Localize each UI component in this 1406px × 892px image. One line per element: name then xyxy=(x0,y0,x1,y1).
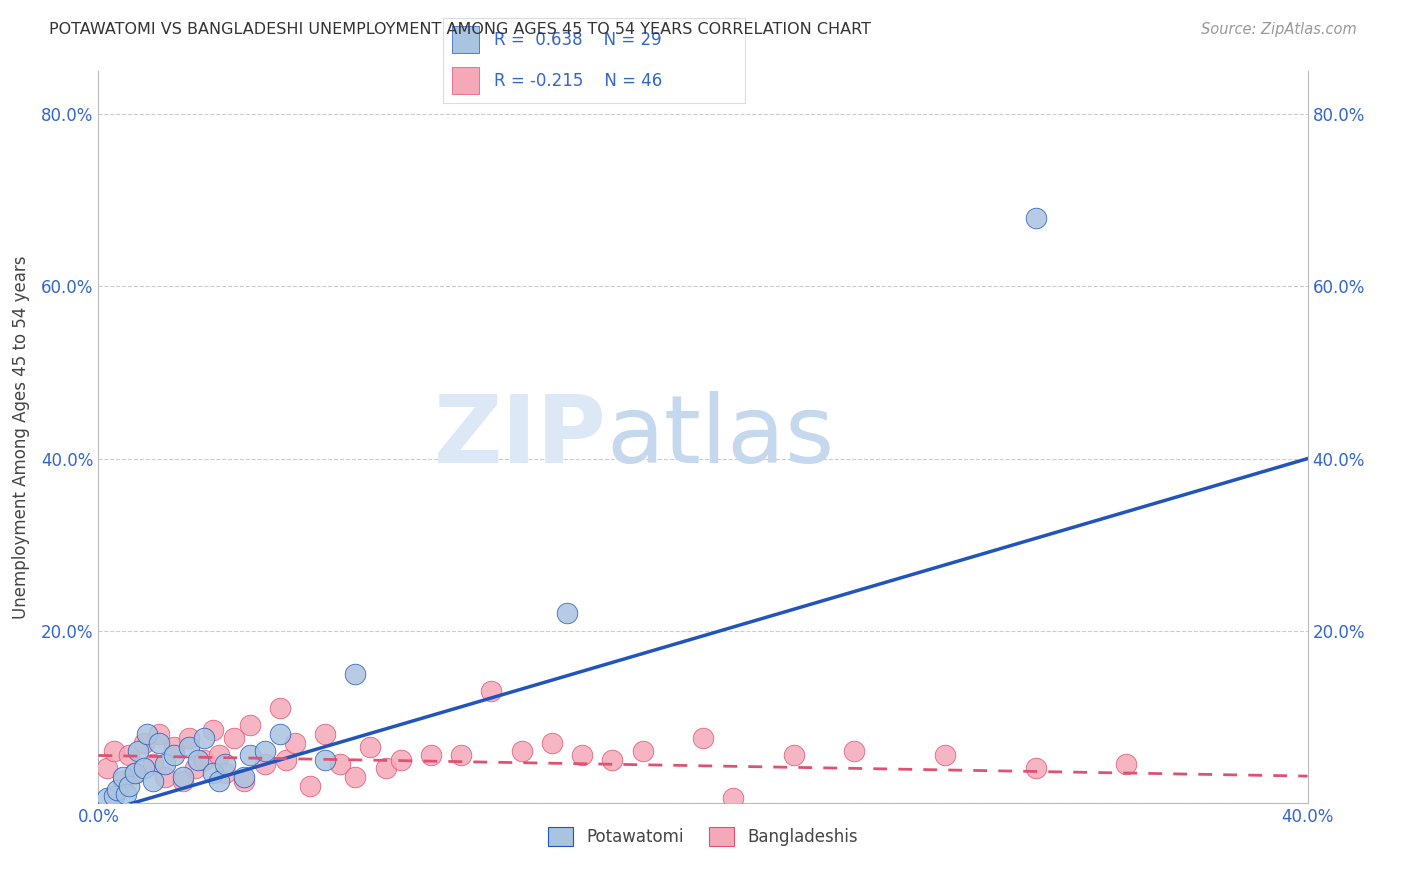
Point xyxy=(103,789,125,803)
Point xyxy=(127,744,149,758)
Text: atlas: atlas xyxy=(606,391,835,483)
Point xyxy=(360,739,382,754)
Point xyxy=(193,753,215,767)
Text: R = -0.215    N = 46: R = -0.215 N = 46 xyxy=(495,71,662,89)
Point xyxy=(135,727,157,741)
Point xyxy=(344,770,367,784)
Point xyxy=(96,791,118,805)
Point xyxy=(389,753,412,767)
Point xyxy=(124,765,146,780)
Point xyxy=(184,761,207,775)
Point xyxy=(510,744,533,758)
Point xyxy=(214,757,236,772)
Point xyxy=(172,774,194,789)
Point xyxy=(153,770,176,784)
Point xyxy=(631,744,654,758)
Point xyxy=(274,753,297,767)
Point xyxy=(344,666,367,681)
Point xyxy=(314,753,336,767)
Point xyxy=(105,783,128,797)
Point xyxy=(132,761,155,775)
Point xyxy=(124,765,146,780)
Point xyxy=(118,748,141,763)
Text: ZIP: ZIP xyxy=(433,391,606,483)
Point xyxy=(148,727,170,741)
Point xyxy=(202,723,225,737)
Point xyxy=(148,735,170,749)
Point xyxy=(208,774,231,789)
Point xyxy=(934,748,956,763)
Point xyxy=(214,765,236,780)
Point xyxy=(723,791,745,805)
Point xyxy=(1115,757,1137,772)
Point xyxy=(1024,211,1046,225)
Point xyxy=(103,744,125,758)
Point xyxy=(187,753,209,767)
Legend: Potawatomi, Bangladeshis: Potawatomi, Bangladeshis xyxy=(541,821,865,853)
Point xyxy=(232,770,254,784)
Point xyxy=(329,757,352,772)
Point xyxy=(111,770,134,784)
Text: Source: ZipAtlas.com: Source: ZipAtlas.com xyxy=(1201,22,1357,37)
Point xyxy=(420,748,443,763)
Point xyxy=(299,779,322,793)
Point xyxy=(540,735,562,749)
Text: POTAWATOMI VS BANGLADESHI UNEMPLOYMENT AMONG AGES 45 TO 54 YEARS CORRELATION CHA: POTAWATOMI VS BANGLADESHI UNEMPLOYMENT A… xyxy=(49,22,872,37)
Point xyxy=(232,774,254,789)
Point xyxy=(269,727,291,741)
Text: R =  0.638    N = 29: R = 0.638 N = 29 xyxy=(495,31,662,49)
Point xyxy=(284,735,307,749)
Point xyxy=(193,731,215,746)
Point xyxy=(571,748,593,763)
Point xyxy=(179,739,201,754)
Point xyxy=(172,770,194,784)
Point xyxy=(253,757,276,772)
Point xyxy=(450,748,472,763)
Point xyxy=(118,779,141,793)
Point xyxy=(602,753,624,767)
Point xyxy=(692,731,714,746)
Point xyxy=(783,748,806,763)
Point xyxy=(239,748,262,763)
Point xyxy=(142,757,165,772)
Point xyxy=(844,744,866,758)
Point xyxy=(208,748,231,763)
Point xyxy=(314,727,336,741)
Point xyxy=(481,684,503,698)
Point xyxy=(202,765,225,780)
Point xyxy=(142,774,165,789)
Point xyxy=(132,735,155,749)
Point xyxy=(269,701,291,715)
Point xyxy=(224,731,246,746)
Y-axis label: Unemployment Among Ages 45 to 54 years: Unemployment Among Ages 45 to 54 years xyxy=(11,255,30,619)
Point xyxy=(374,761,396,775)
Point xyxy=(239,718,262,732)
Point xyxy=(96,761,118,775)
Point xyxy=(179,731,201,746)
Point xyxy=(114,787,136,801)
Point xyxy=(253,744,276,758)
Point xyxy=(111,774,134,789)
Bar xyxy=(451,67,479,95)
Point xyxy=(1024,761,1046,775)
Point xyxy=(163,748,186,763)
Bar xyxy=(451,27,479,54)
Point xyxy=(153,757,176,772)
Point xyxy=(555,607,578,621)
Point xyxy=(163,739,186,754)
